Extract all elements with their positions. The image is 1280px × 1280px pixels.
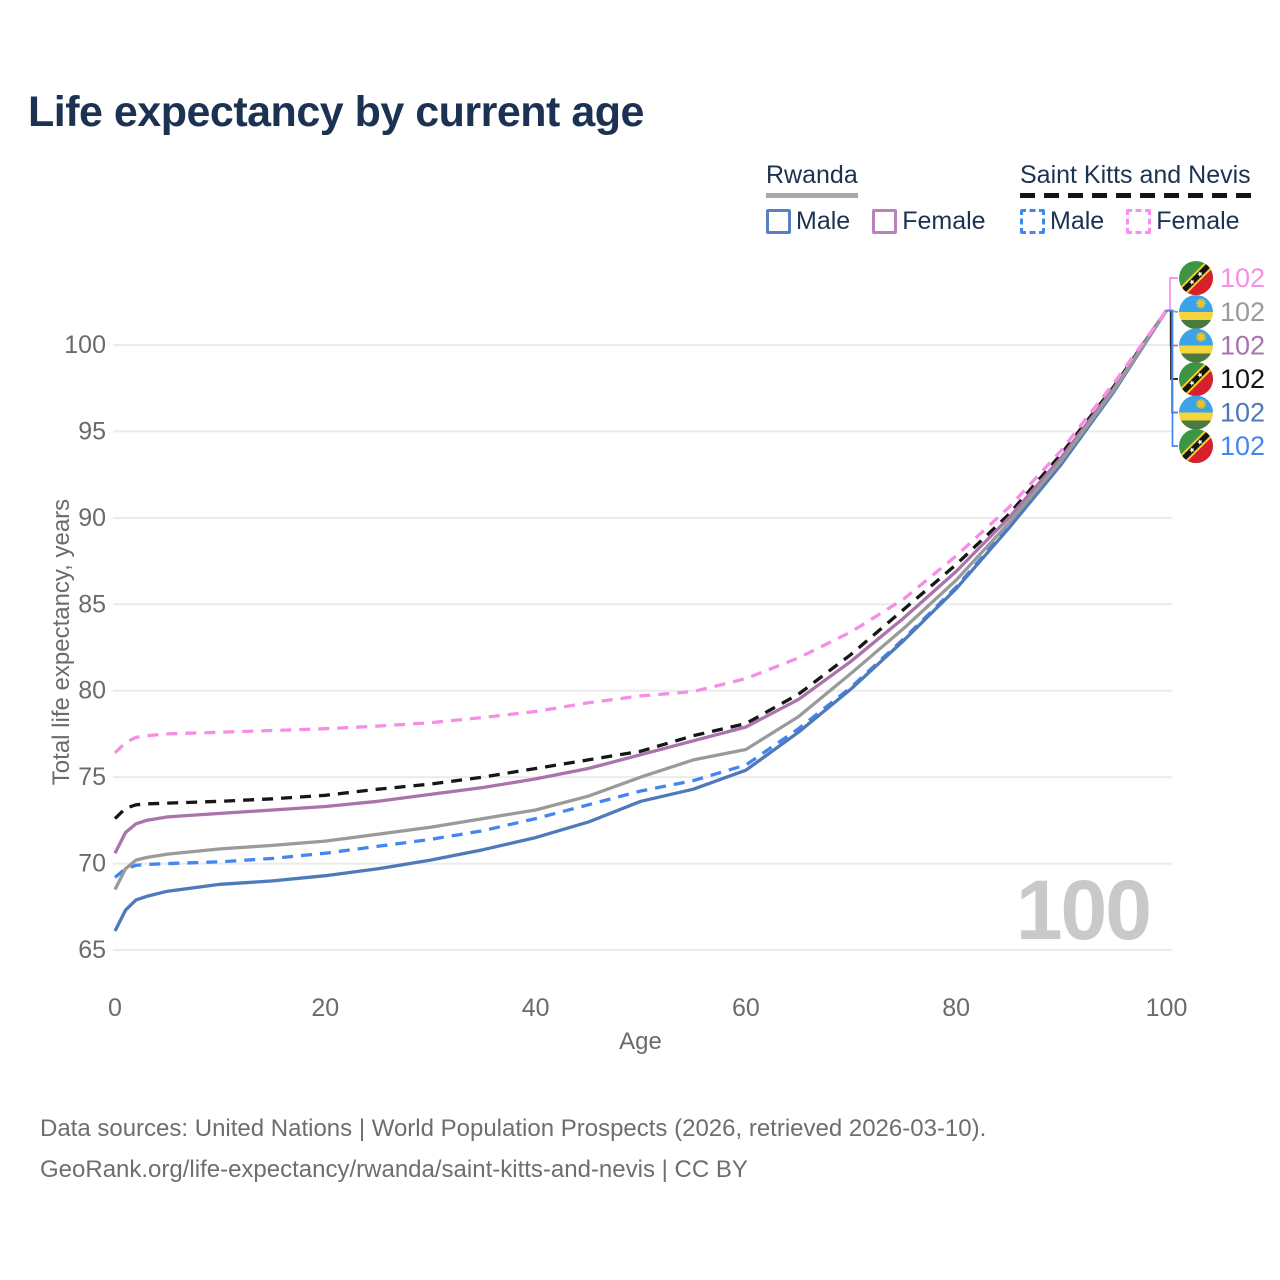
x-tick-label: 80 [942, 994, 970, 1022]
saint-kitts-and-nevis-flag-icon [1179, 261, 1213, 295]
rwanda-male-swatch-icon [766, 209, 791, 234]
x-tick-label: 40 [522, 994, 550, 1022]
y-tick-label: 95 [78, 417, 106, 445]
end-value-label: 102 [1220, 431, 1265, 461]
legend-item-label: Female [902, 207, 986, 235]
watermark-100: 100 [1015, 863, 1152, 957]
saint-kitts-male-swatch-icon [1020, 209, 1045, 234]
x-tick-label: 60 [732, 994, 760, 1022]
legend-item-label: Male [796, 207, 851, 235]
page-title: Life expectancy by current age [28, 88, 644, 136]
y-tick-label: 75 [78, 763, 106, 791]
series-line[interactable] [113, 309, 1168, 755]
series-line[interactable] [113, 309, 1168, 879]
legend-item-label: Female [1156, 207, 1240, 235]
end-value-label: 102 [1220, 364, 1265, 394]
series-line[interactable] [113, 309, 1168, 820]
y-tick-label: 100 [64, 331, 106, 359]
y-tick-label: 85 [78, 590, 106, 618]
saint-kitts-and-nevis-flag-icon [1179, 362, 1213, 396]
y-axis-title: Total life expectancy, years [48, 498, 75, 786]
footer-data-sources: Data sources: United Nations | World Pop… [40, 1115, 987, 1142]
rwanda-female-swatch-icon [872, 209, 898, 234]
legend-item-rwanda-female[interactable]: Female [872, 207, 986, 236]
series-line[interactable] [113, 309, 1168, 891]
legend-group-rwanda: Rwanda Male Female [766, 161, 986, 236]
y-tick-label: 65 [78, 936, 106, 964]
y-tick-label: 90 [78, 504, 106, 532]
footer-attribution: GeoRank.org/life-expectancy/rwanda/saint… [40, 1156, 748, 1183]
rwanda-flag-icon [1179, 395, 1213, 430]
y-tick-label: 80 [78, 677, 106, 705]
x-tick-label: 0 [108, 994, 122, 1022]
end-value-label: 102 [1220, 297, 1265, 327]
legend-item-rwanda-male[interactable]: Male [766, 207, 850, 236]
end-value-label: 102 [1220, 263, 1265, 293]
rwanda-flag-icon [1179, 295, 1213, 329]
legend-underline-rwanda-solid-line [766, 193, 858, 198]
end-value-label: 102 [1220, 398, 1265, 428]
end-label-leader-line [1166, 309, 1178, 447]
gridlines: 65 70 75 80 85 90 95 100 [64, 331, 1172, 964]
legend-item-saint-kitts-female[interactable]: Female [1126, 207, 1240, 236]
x-tick-label: 100 [1146, 994, 1188, 1022]
end-value-label: 102 [1220, 331, 1265, 361]
x-tick-label: 20 [311, 994, 339, 1022]
legend-underline-saint-kitts-dashed-line [1020, 193, 1252, 198]
series-line[interactable] [113, 309, 1168, 854]
legend-country-rwanda: Rwanda [766, 161, 858, 189]
rwanda-flag-icon [1179, 328, 1213, 363]
legend-item-label: Male [1050, 207, 1105, 235]
footer: Data sources: United Nations | World Pop… [40, 1108, 1240, 1190]
y-tick-label: 70 [78, 850, 106, 878]
end-label-leader-line [1166, 277, 1178, 312]
legend-item-saint-kitts-male[interactable]: Male [1020, 207, 1104, 236]
series-line[interactable] [113, 309, 1168, 932]
legend-group-saint-kitts: Saint Kitts and Nevis Male Female [1020, 161, 1252, 236]
x-axis-title: Age [619, 1028, 662, 1055]
legend-country-saint-kitts: Saint Kitts and Nevis [1020, 161, 1251, 189]
saint-kitts-and-nevis-flag-icon [1179, 429, 1213, 463]
saint-kitts-female-swatch-icon [1126, 209, 1152, 234]
